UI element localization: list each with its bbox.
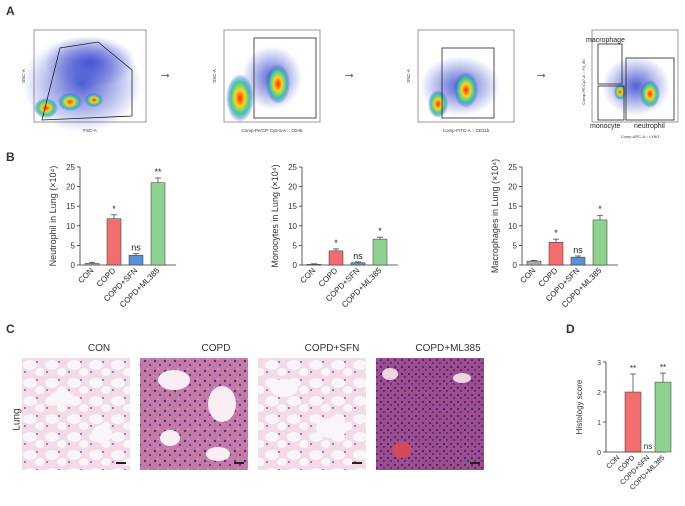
flow-yaxis-3: SSC-A	[406, 69, 411, 83]
histology-image-copd	[140, 358, 248, 470]
neutrophil-gate-label: neutrophil	[634, 123, 665, 130]
significance-label: ns	[644, 442, 652, 451]
x-tick-label: CON	[518, 266, 537, 285]
x-tick-label: COPD+ML385	[118, 266, 162, 310]
bar-con	[306, 263, 322, 266]
y-tick-label: 20	[288, 183, 297, 192]
histology-image-copd-sfn	[258, 358, 366, 470]
flow-plot-4: macrophage monocyte neutrophil Comp-APC-…	[581, 29, 679, 139]
y-axis-label: Monocytes in Lung (×10⁴)	[270, 164, 280, 267]
x-tick-label: COPD+ML385	[340, 266, 384, 310]
y-tick-label: 20	[66, 183, 75, 192]
x-tick-label: CON	[76, 266, 95, 285]
significance-label: *	[334, 238, 338, 248]
y-tick-label: 25	[66, 163, 75, 172]
y-tick-label: 15	[508, 202, 517, 211]
y-tick-label: 15	[288, 202, 297, 211]
flow-plot-3: Comp-FITC-A :: CD11b SSC-A	[406, 29, 515, 133]
y-tick-label: 10	[508, 222, 517, 231]
y-axis-label: Macrophages in Lung (×10⁴)	[490, 159, 500, 273]
neutrophil-bar-chart: 0 5 10 15 20 25 Neutrophil in Lung (×10⁴) CON * C…	[48, 163, 176, 310]
bar-copd-ml385	[654, 381, 672, 453]
histology-title-copd-ml385: COPD+ML385	[415, 343, 481, 354]
y-axis-label: Neutrophil in Lung (×10⁴)	[48, 166, 58, 267]
histology-title-con: CON	[87, 343, 111, 354]
bar-con	[84, 263, 100, 266]
y-tick-label: 5	[71, 241, 76, 250]
flow-xaxis-1: FSC-A	[83, 128, 97, 133]
bar-copd	[328, 250, 344, 266]
flow-xaxis-2: Comp-PerCP-Cy5-5-A :: CD45	[241, 128, 303, 133]
macrophage-bar-chart: 0 5 10 15 20 25 Macrophages in Lung (×10⁴) CON *…	[490, 159, 618, 310]
bar-copd	[106, 218, 122, 266]
significance-label: **	[154, 167, 162, 177]
flow-xaxis-3: Comp-FITC-A :: CD11b	[443, 128, 490, 133]
macrophage-gate-label: macrophage	[586, 37, 625, 44]
y-tick-label: 10	[66, 222, 75, 231]
y-tick-label: 20	[508, 183, 517, 192]
bar-copd-sfn	[128, 254, 144, 266]
panel-label-c: C	[6, 322, 15, 336]
histology-row-label: Lung	[11, 408, 23, 431]
arrow-icon: →	[158, 65, 172, 81]
flow-plot-2: Comp-PerCP-Cy5-5-A :: CD45 SSC-A	[212, 29, 321, 133]
monocyte-bar-chart: 0 5 10 15 20 25 Monocytes in Lung (×10⁴) CON * CO…	[270, 163, 398, 310]
bar-copd-ml385	[372, 238, 388, 266]
significance-label: *	[112, 204, 116, 214]
arrow-icon: →	[342, 65, 356, 81]
bar-copd-sfn	[570, 256, 586, 266]
panel-label-a: A	[6, 4, 15, 18]
bar-con	[526, 260, 542, 266]
flow-yaxis-4: Comp-PE-Cy7-A :: F4_80	[581, 59, 586, 105]
significance-label: **	[630, 364, 636, 373]
flow-xaxis-4: Comp-APC-A :: LY6G	[621, 134, 659, 139]
y-tick-label: 0	[597, 450, 601, 457]
y-tick-label: 1	[597, 420, 601, 427]
histology-image-copd-ml385	[376, 358, 484, 470]
panel-label-b: B	[6, 150, 15, 164]
y-tick-label: 10	[288, 222, 297, 231]
flow-cytometry-panel: FSC-A SSC-A → Comp-PerCP-Cy5-5-A :: CD45…	[21, 29, 679, 139]
y-tick-label: 0	[513, 261, 518, 270]
bar-copd	[548, 242, 564, 266]
histology-title-copd: COPD	[201, 343, 231, 354]
bar-copd-sfn	[350, 262, 366, 266]
significance-label: *	[378, 226, 382, 236]
bar-copd	[624, 391, 642, 453]
y-tick-label: 25	[508, 163, 517, 172]
y-tick-label: 0	[71, 261, 76, 270]
significance-label: **	[660, 363, 666, 372]
x-tick-label: COPD+ML385	[560, 266, 604, 310]
y-tick-label: 25	[288, 163, 297, 172]
x-tick-label: CON	[298, 266, 317, 285]
panel-label-d: D	[566, 322, 575, 336]
histology-image-row	[22, 358, 484, 470]
significance-label: *	[598, 204, 602, 214]
y-tick-label: 3	[597, 360, 601, 367]
significance-label: ns	[573, 245, 583, 255]
bar-copd-ml385	[592, 219, 608, 266]
histology-title-copd-sfn: COPD+SFN	[304, 343, 360, 354]
arrow-icon: →	[534, 65, 548, 81]
y-tick-label: 5	[293, 241, 298, 250]
monocyte-gate-label: monocyte	[590, 123, 620, 130]
flow-yaxis-2: SSC-A	[212, 69, 217, 83]
significance-label: *	[554, 228, 558, 238]
y-tick-label: 0	[293, 261, 298, 270]
flow-yaxis-1: SSC-A	[21, 69, 26, 83]
significance-label: ns	[353, 251, 363, 261]
y-axis-label: Histology score	[575, 379, 584, 434]
significance-label: ns	[131, 243, 141, 253]
y-tick-label: 5	[513, 241, 518, 250]
histology-image-con	[22, 358, 130, 470]
y-tick-label: 2	[597, 390, 601, 397]
flow-plot-1: FSC-A SSC-A	[21, 29, 147, 133]
y-tick-label: 15	[66, 202, 75, 211]
bar-copd-ml385	[150, 182, 166, 266]
